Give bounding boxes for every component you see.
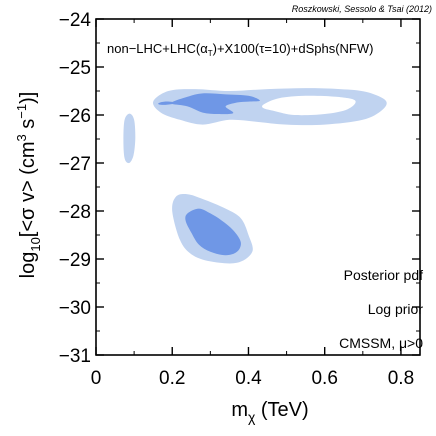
region-68-2 [185,208,241,256]
y-axis-label-sup1: 3 [14,134,29,141]
x-tick-label-1: 0.2 [159,368,185,389]
region-68-0 [170,93,260,115]
y-axis-label-sup2: −1 [14,104,29,119]
annotation-posterior: Posterior pdf [344,267,423,283]
y-axis-label-log-sub: 10 [28,237,43,251]
tick-labels: 0 0.2 0.4 0.6 0.8 −31 −30 −29 −28 −27 −26 −25 −24 [59,10,414,389]
x-axis-label-sub: χ [248,409,256,425]
credible-regions [123,88,387,264]
annotation-model: CMSSM, μ>0 [339,335,423,351]
y-axis-label-s: s [17,119,39,135]
chart-credit: Roszkowski, Sessolo & Tsai (2012) [292,4,432,14]
chart-title-main: non−LHC+LHC(α [107,41,208,56]
chart-title-rest: )+X100(τ=10)+dSphs(NFW) [213,41,374,56]
y-tick-label-5: −26 [59,106,91,127]
x-tick-label-4: 0.8 [388,368,414,389]
chart-title-sub: T [208,49,213,58]
y-tick-label-0: −31 [59,346,91,367]
y-tick-label-4: −27 [59,154,91,175]
y-tick-label-1: −30 [59,298,91,319]
region-hole-0 [262,95,356,116]
region-68-1 [158,101,174,105]
chart-title: non−LHC+LHC(αT)+X100(τ=10)+dSphs(NFW) [107,41,373,58]
region-95-0 [123,113,136,164]
x-tick-label-2: 0.4 [235,368,262,389]
y-axis-label-log: log [17,252,39,279]
y-tick-label-3: −28 [59,202,91,223]
y-axis-label: log10[<σ v> (cm3 s−1)] [14,92,43,279]
y-axis-label-close: )] [17,92,39,104]
y-tick-label-6: −25 [59,58,91,79]
x-tick-label-3: 0.6 [311,368,337,389]
y-axis-label-main: [<σ v> (cm [17,141,39,237]
axes [95,18,421,356]
x-tick-label-0: 0 [91,368,102,389]
y-tick-label-2: −29 [59,250,91,271]
x-axis-label-main: m [231,399,248,421]
x-axis-label-unit: (TeV) [255,399,308,421]
x-axis-label: mχ (TeV) [231,399,308,425]
annotation-prior: Log prior [368,301,424,317]
y-tick-label-7: −24 [59,10,92,31]
